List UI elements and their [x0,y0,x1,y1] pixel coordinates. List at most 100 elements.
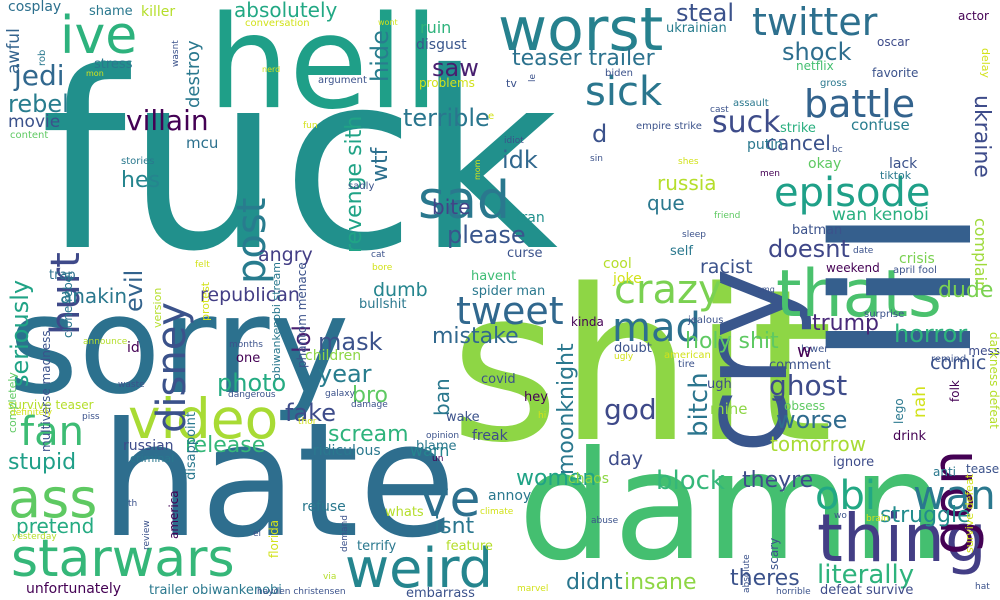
cloud-word: doubt [614,341,652,356]
cloud-word: seriously [6,279,34,387]
cloud-word: bc [832,145,843,155]
cloud-word: god [604,393,657,426]
cloud-word: weird [345,537,493,600]
cloud-word: theyre [742,468,814,493]
cloud-word: embarrass [406,586,475,600]
cloud-word: completely [6,372,19,433]
cloud-word: hayden christensen [257,587,346,597]
cloud-word: bite [432,195,471,219]
cloud-word: rob [37,49,48,66]
cloud-word: angry [258,244,313,266]
cloud-word: stupid [8,450,77,475]
cloud-word: scary [767,537,781,570]
cloud-word: hes [121,168,160,193]
cloud-word: wont [378,18,398,27]
cloud-word: climate [480,507,514,517]
cloud-word: definitely [10,408,53,418]
cloud-word: hi [538,411,547,421]
cloud-word: bullshit [359,297,407,312]
cloud-word: thing [817,500,987,577]
cloud-word: problems [419,76,475,90]
cloud-word: mistake [432,324,519,349]
cloud-word: chaos [568,471,610,487]
cloud-word: mine [710,400,748,418]
cloud-word: survive defeat [963,473,976,553]
cloud-word: please [447,221,526,249]
cloud-word: sleep [682,230,706,240]
cloud-word: curse [507,246,543,261]
cloud-word: survive teaser [8,398,94,412]
cloud-word: wan [913,473,996,519]
cloud-word: gross [820,78,847,89]
cloud-word: terrible [403,104,490,132]
cloud-word: hey [524,390,548,405]
cloud-word: tiktok [880,169,912,182]
cloud-word: rebel [8,90,69,118]
cloud-word: dumb [373,279,428,301]
cloud-word: women [516,466,597,491]
cloud-word: doesnt [768,235,850,263]
cloud-word: argument [318,75,367,86]
cloud-word: photo [217,369,287,397]
cloud-word: hate [100,389,457,573]
cloud-word: scream [328,422,409,447]
cloud-word: galaxy [325,389,355,399]
cloud-word: awful [4,28,24,74]
cloud-word: confuse [851,116,910,134]
cloud-word: date [853,246,874,256]
cloud-word: stories [121,156,155,167]
cloud-word: sadly [348,181,375,192]
cloud-word: defeat survive [820,583,914,598]
cloud-word: que [647,191,685,215]
cloud-word: year [318,360,372,388]
cloud-word: insane [624,570,697,595]
cloud-word: surprise [864,309,905,320]
cloud-word: w [797,341,812,362]
cloud-word: starwars [11,529,235,589]
cloud-word: evil [120,269,148,312]
cloud-word: nerd [262,65,281,74]
cloud-word: hat [975,582,990,592]
cloud-word: anakin [60,284,128,308]
cloud-word: waste [118,380,145,390]
cloud-word: horror [894,320,968,348]
cloud-word: literally [817,560,915,590]
cloud-word: conversation [245,18,310,29]
cloud-word: phantom menace [295,262,309,368]
cloud-word: demand [340,515,350,552]
cloud-word: strike [780,121,816,136]
cloud-word: worst [498,0,664,65]
cloud-word: destroy [183,40,204,108]
cloud-word: absolutely [234,0,338,22]
cloud-word: empire strike [636,121,702,132]
cloud-word: sick [585,69,663,115]
cloud-word: shock [782,38,852,66]
cloud-word: protest [199,281,212,321]
cloud-word: piss [82,412,100,422]
cloud-word: tran [516,210,545,226]
cloud-word: obi [815,473,876,519]
cloud-word: movie [8,112,61,132]
cloud-word: via [323,572,337,582]
cloud-word: kinda [571,315,604,329]
cloud-word: republican [200,284,300,306]
cloud-word: tease [966,462,1000,476]
cloud-word: disappoint [184,411,199,480]
cloud-word: moonknight [554,343,579,475]
cloud-word: actor [958,9,989,23]
cloud-word: ass [8,467,98,530]
cloud-word: friend [714,211,741,221]
cloud-word: idiot [504,136,524,146]
cloud-word: freak [472,428,508,444]
cloud-word: damage [351,400,388,410]
cloud-word: cosplay [8,0,62,15]
cloud-word: bore [372,263,393,273]
cloud-word: cancel [766,131,831,155]
cloud-word: oscar [877,35,910,49]
cloud-word: annoy [488,488,532,504]
cloud-word: video [128,387,279,451]
cloud-word: russian [123,438,174,454]
cloud-word: lack [889,156,918,172]
cloud-word: sin [590,154,603,164]
